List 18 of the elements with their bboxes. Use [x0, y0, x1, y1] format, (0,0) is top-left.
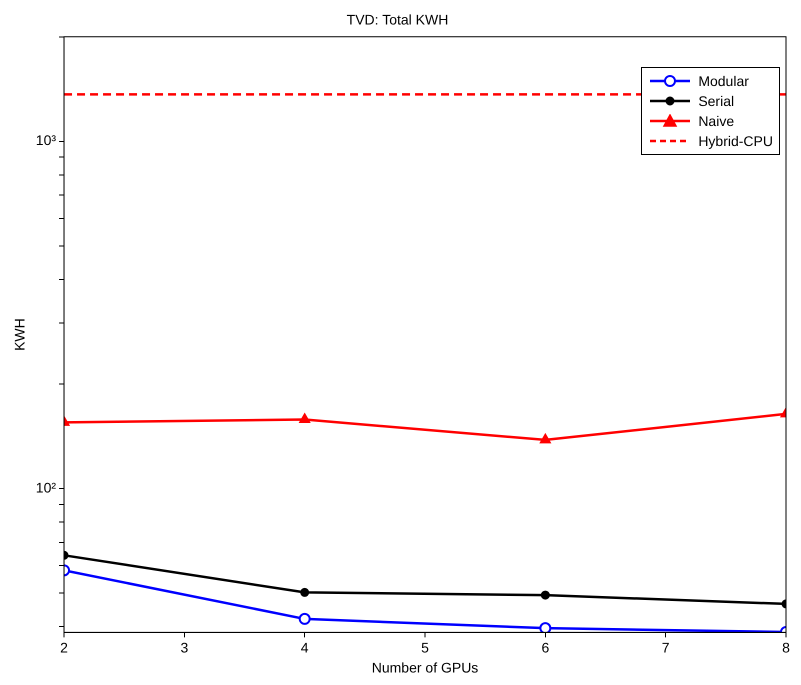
- chart-title: TVD: Total KWH: [346, 11, 448, 28]
- y-tick-label: 10³: [36, 132, 56, 148]
- x-tick-label: 3: [180, 640, 188, 656]
- point: [539, 622, 552, 632]
- x-tick-label: 7: [662, 640, 670, 656]
- x-tick-label: 6: [541, 640, 550, 656]
- x-tick-label: 2: [60, 640, 68, 656]
- legend-label: Hybrid-CPU: [698, 132, 773, 151]
- x-tick-label: 4: [300, 640, 309, 656]
- legend-label: Modular: [698, 72, 749, 91]
- point: [298, 612, 311, 625]
- x-axis-title: Number of GPUs: [372, 659, 478, 676]
- legend-label: Naive: [698, 112, 734, 131]
- x-tick-label: 5: [421, 640, 430, 656]
- x-tick-label: 8: [782, 640, 790, 656]
- y-tick-label: 10²: [36, 479, 56, 496]
- legend-label: Serial: [698, 92, 734, 111]
- y-axis-title: KWH: [11, 318, 28, 351]
